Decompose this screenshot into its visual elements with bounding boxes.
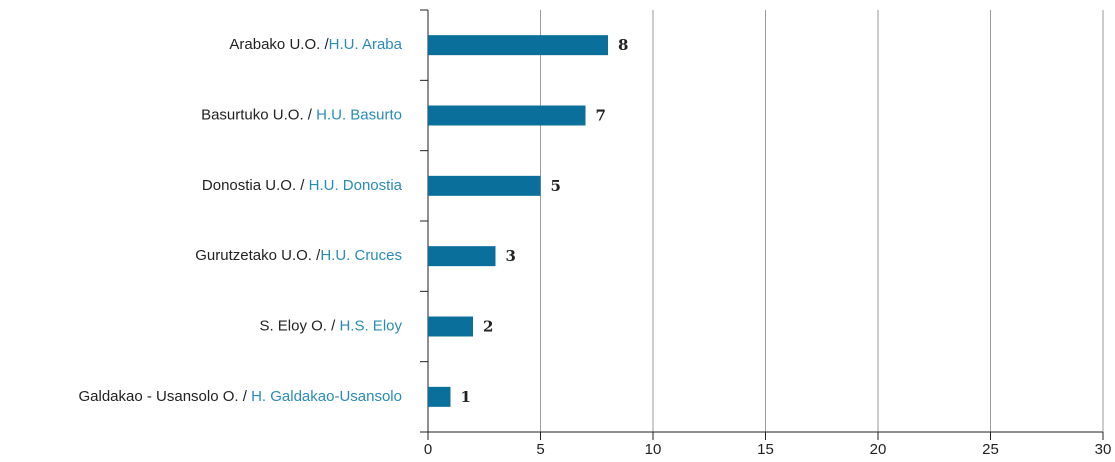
category-name-eu: S. Eloy O. / <box>259 317 339 334</box>
category-label: Galdakao - Usansolo O. / H. Galdakao-Usa… <box>78 388 402 405</box>
value-label: 1 <box>461 388 471 406</box>
bar <box>428 246 496 267</box>
category-name-es: H.S. Eloy <box>339 317 402 334</box>
category-name-eu: Arabako U.O. / <box>229 36 329 53</box>
category-name-es: H.U. Basurto <box>316 106 402 123</box>
x-tick-label: 15 <box>757 441 774 458</box>
bar <box>428 316 473 337</box>
category-name-eu: Donostia U.O. / <box>202 177 309 194</box>
value-label: 3 <box>506 247 516 265</box>
x-tick-label: 5 <box>536 441 544 458</box>
x-tick-label: 25 <box>982 441 999 458</box>
x-tick-label: 0 <box>424 441 432 458</box>
x-tick-label: 10 <box>645 441 662 458</box>
category-name-eu: Galdakao - Usansolo O. / <box>78 388 251 405</box>
x-tick-label: 20 <box>870 441 887 458</box>
bar <box>428 105 586 126</box>
category-name-eu: Gurutzetako U.O. / <box>195 247 321 264</box>
value-label: 8 <box>618 36 628 54</box>
category-label: Gurutzetako U.O. /H.U. Cruces <box>195 247 402 264</box>
x-tick-label: 30 <box>1095 441 1112 458</box>
category-name-es: H. Galdakao-Usansolo <box>251 388 402 405</box>
category-name-es: H.U. Donostia <box>309 177 403 194</box>
bar <box>428 175 541 196</box>
value-label: 7 <box>596 107 606 125</box>
category-label: Basurtuko U.O. / H.U. Basurto <box>201 106 402 123</box>
category-name-es: H.U. Araba <box>329 36 403 53</box>
value-label: 5 <box>551 177 561 195</box>
bar <box>428 386 451 407</box>
category-label: S. Eloy O. / H.S. Eloy <box>259 317 402 334</box>
value-label: 2 <box>483 318 493 336</box>
category-label: Donostia U.O. / H.U. Donostia <box>202 177 403 194</box>
bar <box>428 35 608 56</box>
category-name-es: H.U. Cruces <box>320 247 402 264</box>
category-name-eu: Basurtuko U.O. / <box>201 106 316 123</box>
category-label: Arabako U.O. /H.U. Araba <box>229 36 402 53</box>
